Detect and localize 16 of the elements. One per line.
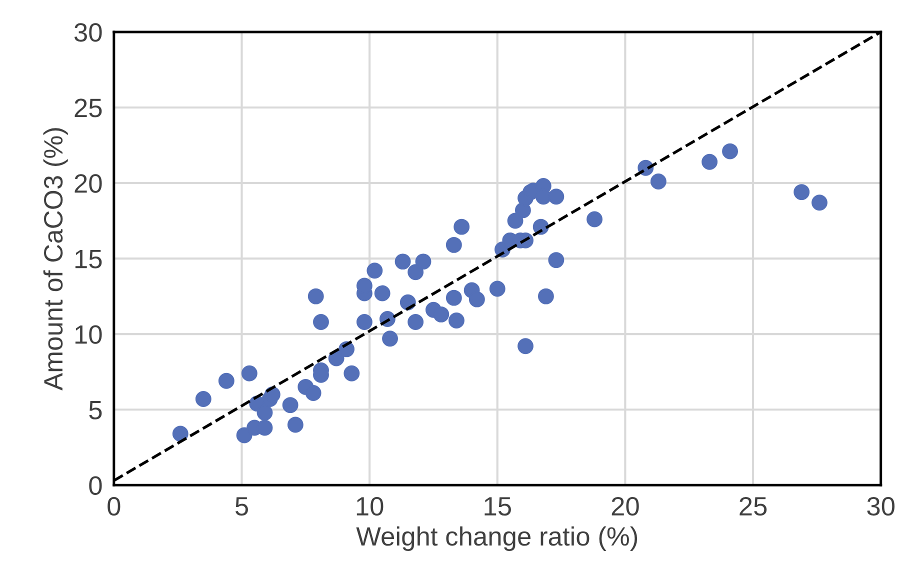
y-tick-label: 25 (74, 98, 102, 118)
y-tick-label: 10 (75, 325, 102, 344)
y-tick-label: 5 (89, 401, 102, 420)
y-tick-label: 20 (74, 174, 102, 193)
x-tick-label: 10 (356, 496, 384, 516)
y-axis-title: Amount of CaCO3 (%) (43, 128, 68, 390)
y-tick-label: 30 (74, 23, 102, 42)
x-tick-label: 5 (235, 497, 248, 516)
x-tick-label: 30 (867, 496, 894, 516)
x-tick-label: 15 (484, 497, 511, 516)
x-axis-title: Weight change ratio (%) (356, 526, 638, 551)
y-tick-label: 15 (75, 250, 102, 268)
x-tick-label: 25 (740, 496, 767, 516)
x-tick-label: 20 (612, 496, 639, 516)
y-tick-label: 0 (89, 476, 102, 495)
x-tick-label: 0 (108, 496, 120, 516)
